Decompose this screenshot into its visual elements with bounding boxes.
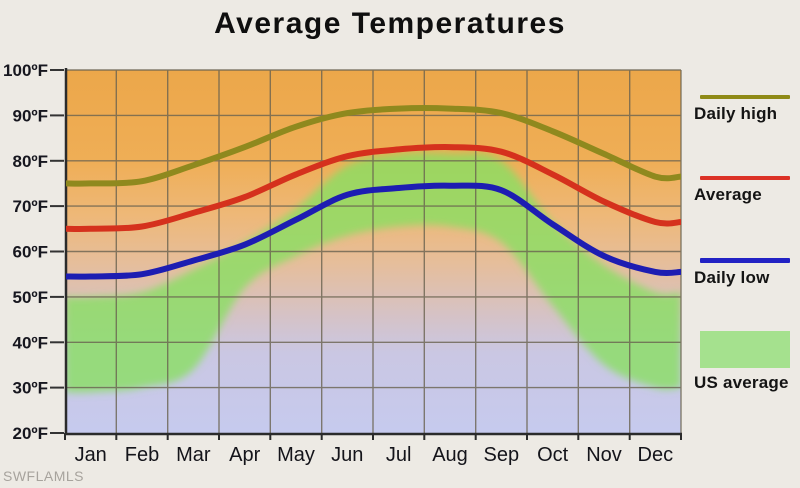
- y-axis-label: 20ºF: [12, 424, 48, 443]
- x-axis-label: May: [277, 444, 315, 466]
- y-axis-label: 100ºF: [3, 61, 48, 80]
- x-axis-label: Oct: [537, 444, 569, 466]
- y-axis-label: 60ºF: [12, 243, 48, 262]
- legend-item-average: Average: [694, 176, 800, 205]
- y-axis-label: 90ºF: [12, 106, 48, 125]
- gridlines: [66, 69, 682, 433]
- legend-label-daily-high: Daily high: [694, 104, 778, 123]
- x-axis-label: Aug: [432, 444, 468, 466]
- y-axis-label: 30ºF: [12, 379, 48, 398]
- daily-high-line: [66, 105, 681, 187]
- x-axis-label: Jun: [331, 444, 363, 466]
- page-title: Average Temperatures: [214, 7, 566, 40]
- y-axis-label: 40ºF: [12, 333, 48, 352]
- x-axis-label: Feb: [125, 444, 159, 466]
- x-axis-label: Sep: [484, 444, 520, 466]
- x-axis-label: Nov: [586, 444, 622, 466]
- x-axis-label: Mar: [176, 444, 211, 466]
- legend-item-daily-high: Daily high: [694, 95, 800, 124]
- y-axis-label: 80ºF: [12, 152, 48, 171]
- us-average-band-swatch: [700, 331, 790, 368]
- y-axis-ticks: [50, 69, 64, 434]
- daily-low-line: [66, 182, 681, 280]
- x-axis-label: Dec: [638, 444, 674, 466]
- daily-low-line-swatch: [700, 258, 790, 263]
- watermark: SWFLAMLS: [3, 468, 85, 484]
- y-axis-label: 50ºF: [12, 288, 48, 307]
- legend-item-daily-low: Daily low: [694, 258, 800, 288]
- x-axis-label: Apr: [229, 444, 260, 466]
- y-axis-label: 70ºF: [12, 197, 48, 216]
- legend-item-us-average: US average: [694, 331, 800, 393]
- daily-high-line-swatch: [700, 95, 790, 99]
- x-axis-label: Jul: [386, 444, 412, 466]
- x-axis-label: Jan: [75, 444, 107, 466]
- legend-label-us-average: US average: [694, 373, 789, 392]
- average-line-swatch: [700, 176, 790, 180]
- average-line: [66, 144, 681, 232]
- series-lines: [66, 105, 681, 280]
- legend-label-average: Average: [694, 185, 762, 204]
- legend-label-daily-low: Daily low: [694, 268, 770, 287]
- x-axis-ticks: [64, 433, 682, 440]
